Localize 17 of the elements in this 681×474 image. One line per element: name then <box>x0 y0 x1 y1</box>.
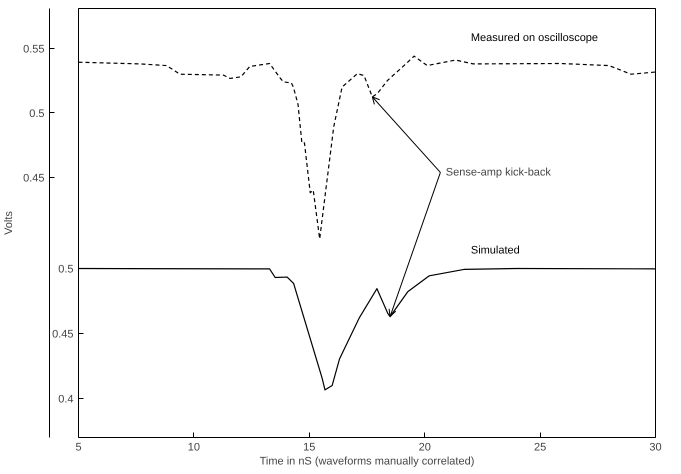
y-axis-title: Volts <box>3 210 16 235</box>
x-tick-label: 15 <box>303 442 316 454</box>
x-tick-label: 20 <box>418 442 431 454</box>
x-axis-title: Time in nS (waveforms manually correlated) <box>260 456 474 468</box>
y2-tick-label: 0.45 <box>52 328 74 340</box>
y-tick-label: 0.5 <box>29 108 45 120</box>
y-tick-label: 0.45 <box>23 172 45 184</box>
x-tick-label: 30 <box>649 442 662 454</box>
x-tick-label: 10 <box>188 442 200 454</box>
x-tick-label: 25 <box>534 442 546 454</box>
y2-tick-label: 0.5 <box>58 264 74 276</box>
y-tick-label: 0.55 <box>23 43 45 56</box>
x-tick-label: 5 <box>75 442 82 454</box>
series-label: Measured on oscilloscope <box>470 32 598 44</box>
annotation: Sense-amp kick-back <box>446 166 552 178</box>
series-label: Simulated <box>470 244 520 256</box>
y2-tick-label: 0.4 <box>58 394 74 406</box>
